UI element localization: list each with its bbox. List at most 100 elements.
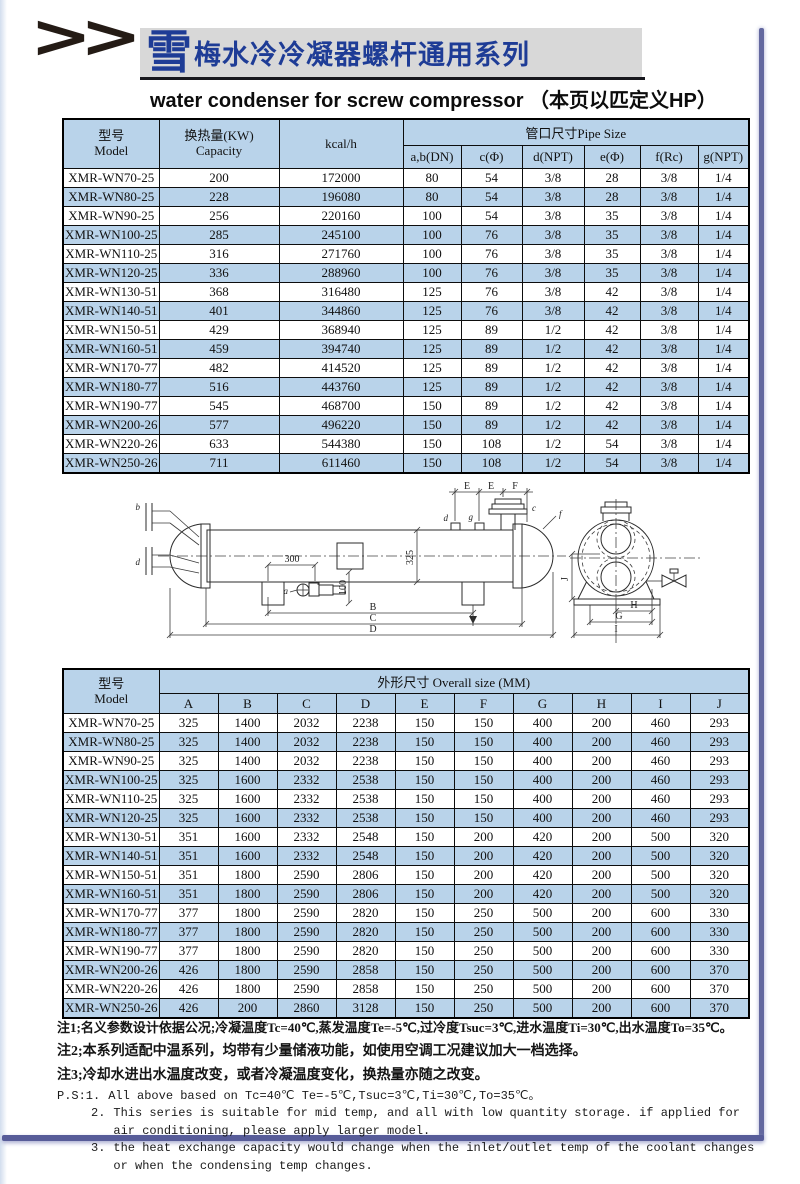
dim-i-label: I [614,624,617,635]
value-cell: 3/8 [521,301,585,321]
value-cell: 600 [630,941,691,961]
value-cell: 316 [158,244,280,264]
ps-notes: P.S:1. All above based on Tc=40℃ Te=-5℃,… [57,1088,757,1175]
value-cell: 320 [689,846,750,866]
value-cell: 1/2 [521,358,585,378]
value-cell: 200 [571,960,632,980]
model-cell: XMR-WN70-25 [62,713,160,733]
table-row: XMR-WN250-26 426 200 2860 3128 150 250 500 200 60… [62,998,750,1019]
value-cell: 545 [158,396,280,416]
table-row: XMR-WN90-25 256 220160 100 54 3/8 35 3/8 1/4 [62,206,750,226]
nozzle-d-left-label: d [136,557,141,567]
ps-note-1: P.S:1. All above based on Tc=40℃ Te=-5℃,… [57,1088,757,1105]
value-cell: 1/4 [697,339,750,359]
value-cell: 1/2 [521,434,585,454]
value-cell: 42 [583,415,641,435]
value-cell: 320 [689,865,750,885]
value-cell: 2332 [276,808,337,828]
value-cell: 516 [158,377,280,397]
value-cell: 3/8 [639,263,699,283]
note-cn-1: 注1;名义参数设计依据公况;冷凝温度Tc=40℃,蒸发温度Te=-5℃,过冷度T… [57,1020,733,1035]
value-cell: 125 [402,339,462,359]
condenser-side-view: b d d g c E E F f [136,481,567,638]
value-cell: 1/4 [697,168,750,188]
ps-note-3-label: 3. [91,1141,106,1156]
value-cell: 3/8 [639,339,699,359]
value-cell: 42 [583,301,641,321]
value-cell: 3/8 [639,434,699,454]
value-cell: 150 [453,770,514,790]
col-header-d-npt: d(NPT) [521,145,585,169]
value-cell: 200 [453,846,514,866]
value-cell: 76 [460,244,523,264]
value-cell: 256 [158,206,280,226]
value-cell: 1600 [217,770,278,790]
value-cell: 76 [460,301,523,321]
value-cell: 35 [583,225,641,245]
value-cell: 150 [394,998,455,1019]
value-cell: 2590 [276,979,337,999]
value-cell: 420 [512,827,573,847]
value-cell: 3/8 [521,187,585,207]
value-cell: 28 [583,168,641,188]
value-cell: 2332 [276,827,337,847]
value-cell: 2538 [335,789,396,809]
value-cell: 220160 [278,206,404,226]
value-cell: 600 [630,998,691,1019]
value-cell: 3/8 [639,377,699,397]
value-cell: 150 [394,941,455,961]
value-cell: 2858 [335,979,396,999]
model-cell: XMR-WN160-51 [62,339,160,359]
value-cell: 150 [394,922,455,942]
value-cell: 3/8 [639,415,699,435]
value-cell: 54 [460,187,523,207]
col-header-J: J [689,693,750,714]
value-cell: 330 [689,922,750,942]
value-cell: 200 [571,827,632,847]
value-cell: 400 [512,770,573,790]
value-cell: 1/4 [697,415,750,435]
pipe-size-table: 型号 Model 换热量(KW) Capacity kcal/h 管口尺寸Pip… [62,118,751,474]
value-cell: 2238 [335,732,396,752]
dim-e1-label: E [464,481,470,492]
table-row: XMR-WN160-51 459 394740 125 89 1/2 42 3/8 1/4 [62,339,750,359]
model-cell: XMR-WN220-26 [62,434,160,454]
model-cell: XMR-WN100-25 [62,770,160,790]
value-cell: 250 [453,903,514,923]
table-row: XMR-WN170-77 482 414520 125 89 1/2 42 3/8 1/4 [62,358,750,378]
value-cell: 325 [158,713,219,733]
value-cell: 500 [512,979,573,999]
value-cell: 420 [512,884,573,904]
value-cell: 228 [158,187,280,207]
value-cell: 368940 [278,320,404,340]
value-cell: 3/8 [521,282,585,302]
value-cell: 351 [158,884,219,904]
ps-note-2: 2. This series is suitable for mid temp,… [57,1105,757,1140]
value-cell: 377 [158,922,219,942]
value-cell: 150 [394,789,455,809]
value-cell: 1800 [217,884,278,904]
value-cell: 600 [630,922,691,942]
model-cell: XMR-WN190-77 [62,396,160,416]
value-cell: 496220 [278,415,404,435]
value-cell: 42 [583,282,641,302]
page-frame-bottom [2,1135,764,1141]
col-header-model2-cn: 型号 [98,675,125,691]
value-cell: 200 [571,732,632,752]
value-cell: 460 [630,732,691,752]
value-cell: 711 [158,453,280,474]
dim-d-label: D [369,624,376,635]
value-cell: 2032 [276,713,337,733]
model-cell: XMR-WN140-51 [62,301,160,321]
value-cell: 400 [512,732,573,752]
value-cell: 1800 [217,922,278,942]
connection-c-label: c [532,503,536,513]
value-cell: 500 [512,922,573,942]
value-cell: 600 [630,979,691,999]
value-cell: 35 [583,244,641,264]
value-cell: 42 [583,396,641,416]
value-cell: 3/8 [639,225,699,245]
col-header-model-cn: 型号 [98,128,125,144]
col-header-capacity-cn: 换热量(KW) [184,128,254,144]
